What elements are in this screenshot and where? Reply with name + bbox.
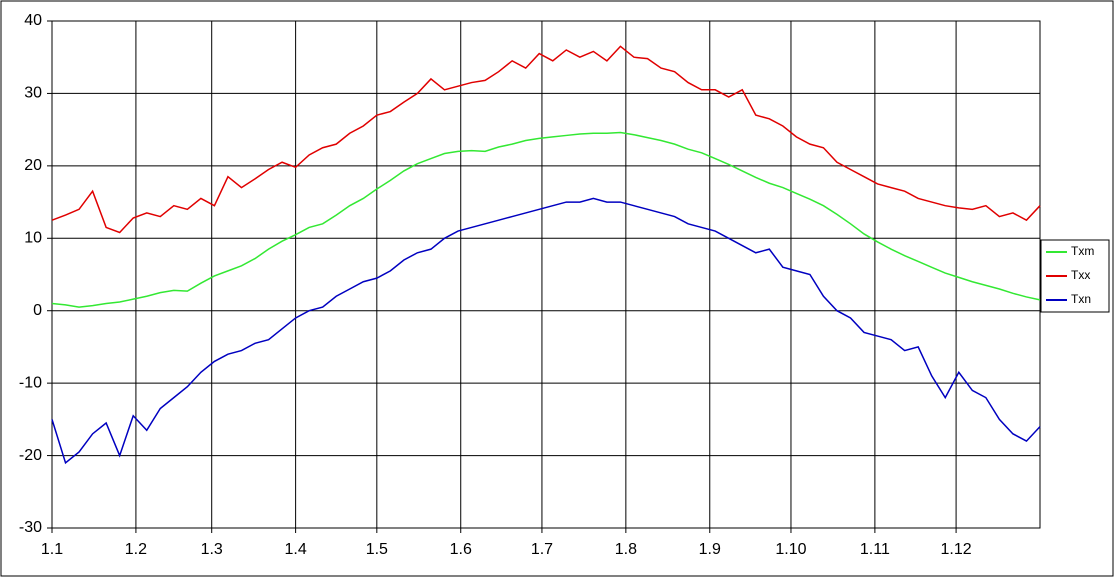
y-tick-label: 20 — [24, 157, 42, 174]
legend-label: Txx — [1071, 268, 1090, 282]
x-tick-label: 1.11 — [860, 541, 890, 558]
x-tick-label: 1.12 — [941, 541, 972, 558]
series-line — [51, 45, 1041, 234]
x-tick-label: 1.1 — [41, 541, 63, 558]
y-tick-label: -20 — [19, 447, 42, 464]
x-tick-label: 1.7 — [531, 541, 553, 558]
y-tick-label: 0 — [33, 302, 42, 319]
x-tick-label: 1.8 — [615, 541, 637, 558]
legend-label: Txn — [1071, 292, 1091, 306]
y-tick-label: -30 — [19, 519, 42, 536]
x-tick-label: 1.9 — [699, 541, 721, 558]
x-tick-label: 1.4 — [284, 541, 306, 558]
legend-label: Txm — [1071, 244, 1094, 258]
y-tick-label: -10 — [19, 374, 42, 391]
y-tick-label: 40 — [24, 12, 42, 29]
x-tick-label: 1.10 — [775, 541, 806, 558]
plot-area — [51, 20, 1041, 529]
y-tick-label: 10 — [24, 230, 42, 247]
series-line — [51, 197, 1041, 465]
series-line — [51, 131, 1041, 308]
x-tick-label: 1.3 — [201, 541, 223, 558]
y-tick-label: 30 — [24, 85, 42, 102]
legend: Txm Txx Txn — [1040, 239, 1110, 313]
x-tick-label: 1.5 — [366, 541, 388, 558]
x-tick-label: 1.2 — [125, 541, 147, 558]
x-tick-label: 1.6 — [450, 541, 472, 558]
